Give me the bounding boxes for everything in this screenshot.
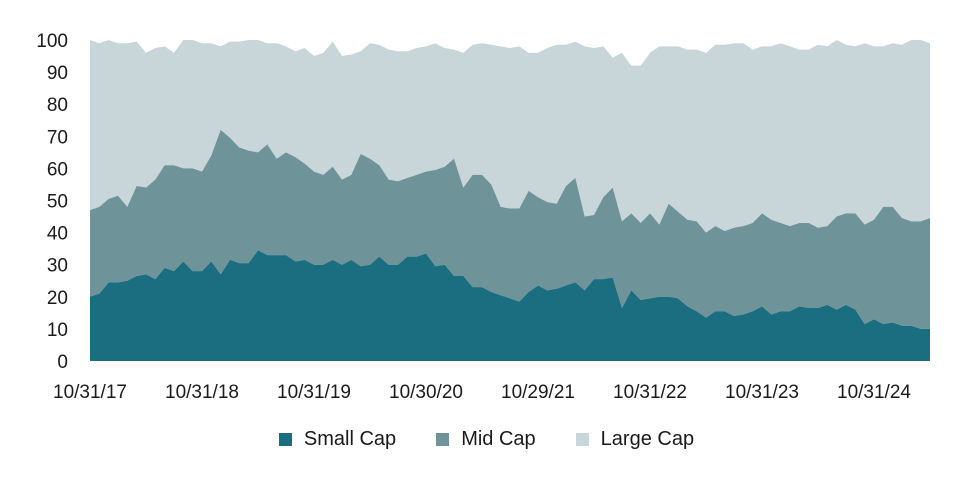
y-tick-label: 0 xyxy=(57,352,68,373)
y-tick-label: 70 xyxy=(47,127,68,148)
x-tick-label: 10/29/21 xyxy=(501,382,575,403)
x-tick-label: 10/31/23 xyxy=(725,382,799,403)
legend-swatch-small-cap xyxy=(278,433,292,446)
y-tick-label: 90 xyxy=(47,63,68,84)
y-tick-label: 60 xyxy=(47,159,68,180)
legend-item-small-cap: Small Cap xyxy=(278,428,397,451)
legend-item-mid-cap: Mid Cap xyxy=(436,428,536,451)
y-tick-label: 40 xyxy=(47,224,68,245)
x-tick-label: 10/31/18 xyxy=(165,382,239,403)
legend-swatch-mid-cap xyxy=(436,433,450,446)
y-tick-label: 20 xyxy=(47,288,68,309)
legend-label-large-cap: Large Cap xyxy=(600,428,695,450)
y-tick-label: 80 xyxy=(47,95,68,116)
y-tick-label: 30 xyxy=(47,256,68,277)
y-tick-label: 10 xyxy=(47,320,68,341)
legend-swatch-large-cap xyxy=(575,433,589,446)
y-tick-label: 50 xyxy=(47,192,68,213)
x-tick-label: 10/31/24 xyxy=(837,382,911,403)
x-axis: 10/31/17 10/31/18 10/31/19 10/30/20 10/29/21… xyxy=(53,382,911,403)
area-mid-cap xyxy=(90,129,930,329)
x-tick-label: 10/31/17 xyxy=(53,382,127,403)
x-tick-label: 10/31/19 xyxy=(277,382,351,403)
legend-label-mid-cap: Mid Cap xyxy=(461,428,536,450)
area-layers xyxy=(90,40,930,361)
x-tick-label: 10/31/22 xyxy=(613,382,687,403)
legend: Small Cap Mid Cap Large Cap xyxy=(0,428,973,451)
area-large-cap xyxy=(90,40,930,233)
legend-label-small-cap: Small Cap xyxy=(303,428,397,450)
y-axis: 0 10 20 30 40 50 60 70 80 90 100 xyxy=(36,31,68,373)
x-tick-label: 10/30/20 xyxy=(389,382,463,403)
legend-item-large-cap: Large Cap xyxy=(575,428,695,451)
y-tick-label: 100 xyxy=(36,31,68,52)
area-small-cap xyxy=(90,250,930,361)
